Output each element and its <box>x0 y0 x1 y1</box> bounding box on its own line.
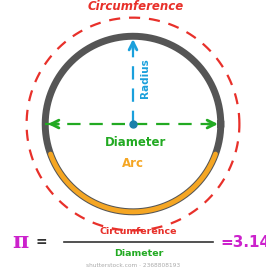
Text: shutterstock.com · 2368808193: shutterstock.com · 2368808193 <box>86 263 180 268</box>
Text: Diameter: Diameter <box>114 249 163 258</box>
Text: π: π <box>12 231 28 253</box>
Text: Circumference: Circumference <box>88 0 184 13</box>
Text: =: = <box>35 235 47 249</box>
Text: Diameter: Diameter <box>105 136 166 149</box>
Text: =3.14: =3.14 <box>221 235 266 250</box>
Text: Circumference: Circumference <box>99 227 177 236</box>
Text: Radius: Radius <box>140 59 151 98</box>
Text: Arc: Arc <box>122 157 144 170</box>
